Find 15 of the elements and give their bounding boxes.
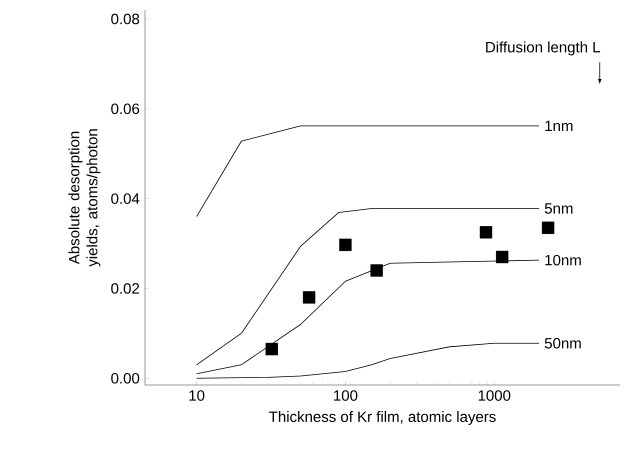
y-tick-label: 0.08 xyxy=(111,14,140,24)
series-label: 1nm xyxy=(545,120,572,132)
x-axis-title: Thickness of Kr film, atomic layers xyxy=(269,411,496,425)
y-tick-label: 0.06 xyxy=(111,103,140,114)
x-tick-label: 100 xyxy=(334,390,358,401)
series-label: 50nm xyxy=(544,338,581,349)
series-label: 10nm xyxy=(545,254,581,266)
y-tick-label: 0.04 xyxy=(111,193,140,204)
y-tick-label: 0.02 xyxy=(111,283,140,294)
y-axis-title: Absolute desorption yields, atoms/photon xyxy=(68,129,100,267)
series-label: 5nm xyxy=(544,203,572,214)
y-tick-label: 0.00 xyxy=(111,372,140,384)
x-tick-label: 1000 xyxy=(478,390,510,401)
x-tick-label: 10 xyxy=(189,390,204,401)
annotation: Diffusion length L xyxy=(486,41,600,56)
